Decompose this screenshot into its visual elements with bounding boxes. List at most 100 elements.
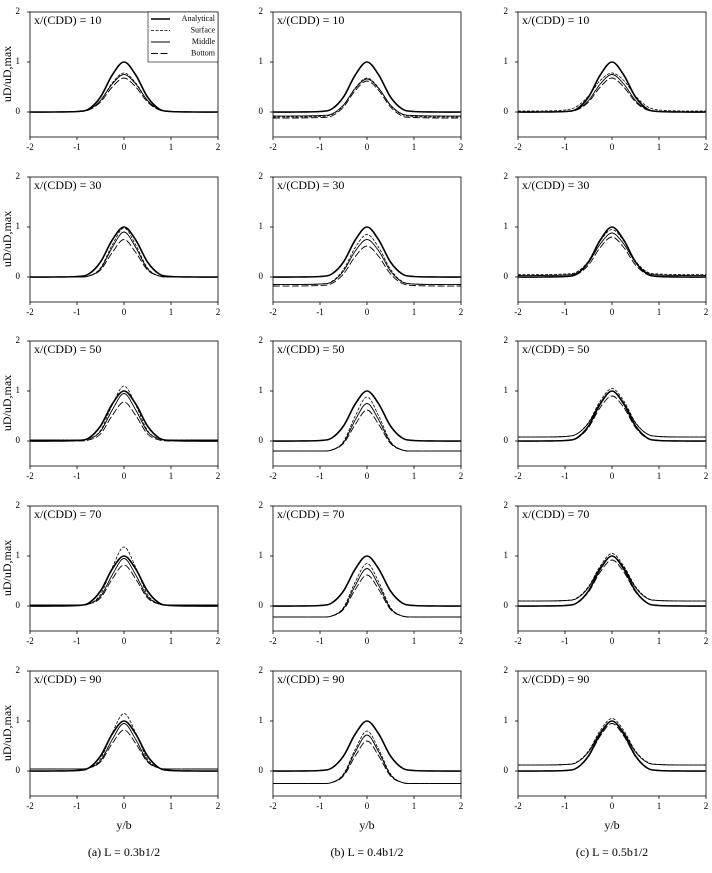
y-tick-label: 1	[504, 221, 509, 231]
y-tick-label: 2	[16, 6, 21, 16]
y-tick-label: 2	[16, 500, 21, 510]
y-tick-label: 0	[16, 435, 21, 445]
y-tick-label: 0	[504, 765, 509, 775]
series-line	[272, 78, 462, 117]
x-tick-label: -2	[269, 636, 277, 646]
x-tick-label: 1	[657, 636, 662, 646]
y-tick-label: 0	[16, 765, 21, 775]
x-tick-label: -1	[561, 307, 569, 317]
series-line	[29, 390, 219, 442]
x-tick-label: 0	[122, 471, 127, 481]
y-tick-label: 1	[504, 385, 509, 395]
x-tick-label: 2	[704, 471, 709, 481]
series-line	[272, 390, 462, 442]
series-line	[29, 729, 218, 770]
series-line	[30, 401, 218, 442]
x-tick-label: 0	[365, 636, 370, 646]
x-tick-label: -2	[26, 636, 34, 646]
y-tick-label: 0	[259, 435, 264, 445]
series-line	[517, 718, 707, 766]
x-axis-label: y/b	[359, 818, 374, 832]
series-line	[29, 72, 219, 113]
series-line	[273, 730, 461, 784]
series-line	[517, 61, 707, 113]
caption: (b) L = 0.4b1/2	[331, 845, 404, 859]
x-tick-label: -2	[269, 142, 277, 152]
x-tick-label: 2	[459, 471, 464, 481]
plot-frame	[29, 505, 219, 632]
x-tick-label: 1	[412, 636, 417, 646]
y-tick-label: 1	[504, 56, 509, 66]
x-tick-label: -2	[514, 471, 522, 481]
x-tick-label: 1	[412, 142, 417, 152]
x-tick-label: 0	[365, 471, 370, 481]
y-tick-label: 2	[16, 665, 21, 675]
series-line	[517, 232, 707, 276]
y-tick-label: 1	[259, 221, 264, 231]
series-line	[517, 77, 707, 113]
series-line	[517, 229, 707, 275]
plot-frame	[517, 505, 707, 632]
series-line	[517, 720, 707, 766]
x-tick-label: 2	[216, 801, 221, 811]
x-tick-label: -1	[73, 801, 81, 811]
x-tick-label: 1	[412, 471, 417, 481]
series-line	[517, 72, 707, 112]
y-tick-label: 0	[504, 600, 509, 610]
panel-title: x/(CDD) = 90	[34, 672, 101, 686]
x-tick-label: -2	[514, 801, 522, 811]
series-line	[30, 385, 218, 441]
legend-label: Middle	[192, 37, 216, 46]
y-tick-label: 2	[504, 335, 509, 345]
series-line	[29, 723, 218, 770]
x-tick-label: -1	[561, 471, 569, 481]
y-tick-label: 1	[16, 56, 21, 66]
legend-label: Surface	[191, 25, 216, 34]
x-axis-label: y/b	[604, 818, 619, 832]
series-line	[29, 555, 219, 607]
y-tick-label: 2	[259, 171, 264, 181]
series-line	[517, 390, 707, 438]
x-tick-label: -1	[316, 307, 324, 317]
y-tick-label: 0	[504, 271, 509, 281]
y-tick-label: 0	[504, 106, 509, 116]
x-tick-label: 0	[122, 636, 127, 646]
panel-title: x/(CDD) = 10	[277, 13, 344, 27]
x-tick-label: -1	[561, 636, 569, 646]
x-tick-label: 1	[657, 307, 662, 317]
x-tick-label: 0	[610, 471, 615, 481]
series-line	[29, 61, 219, 113]
panel-title: x/(CDD) = 90	[522, 672, 589, 686]
series-line	[272, 555, 462, 607]
y-axis-label: uD/uD,max	[0, 46, 14, 102]
x-tick-label: 2	[704, 801, 709, 811]
x-tick-label: 0	[365, 142, 370, 152]
series-line	[272, 720, 462, 772]
series-line	[517, 553, 707, 602]
x-tick-label: 2	[704, 142, 709, 152]
series-line	[272, 239, 462, 285]
x-tick-label: -1	[316, 801, 324, 811]
y-tick-label: 2	[504, 665, 509, 675]
x-tick-label: -2	[26, 471, 34, 481]
x-tick-label: -2	[26, 307, 34, 317]
x-tick-label: 0	[610, 307, 615, 317]
x-tick-label: 0	[122, 142, 127, 152]
y-tick-label: 2	[16, 171, 21, 181]
series-line	[272, 80, 462, 119]
panel-title: x/(CDD) = 70	[34, 507, 101, 521]
y-tick-label: 1	[259, 385, 264, 395]
plot-frame	[272, 670, 462, 797]
series-line	[272, 409, 461, 452]
y-tick-label: 0	[16, 106, 21, 116]
y-tick-label: 1	[16, 221, 21, 231]
series-line	[29, 226, 219, 278]
panel-title: x/(CDD) = 90	[277, 672, 344, 686]
x-tick-label: -1	[316, 471, 324, 481]
panel-title: x/(CDD) = 50	[522, 342, 589, 356]
series-line	[272, 396, 461, 452]
x-tick-label: -1	[73, 142, 81, 152]
series-line	[29, 720, 219, 772]
series-line	[517, 226, 707, 278]
